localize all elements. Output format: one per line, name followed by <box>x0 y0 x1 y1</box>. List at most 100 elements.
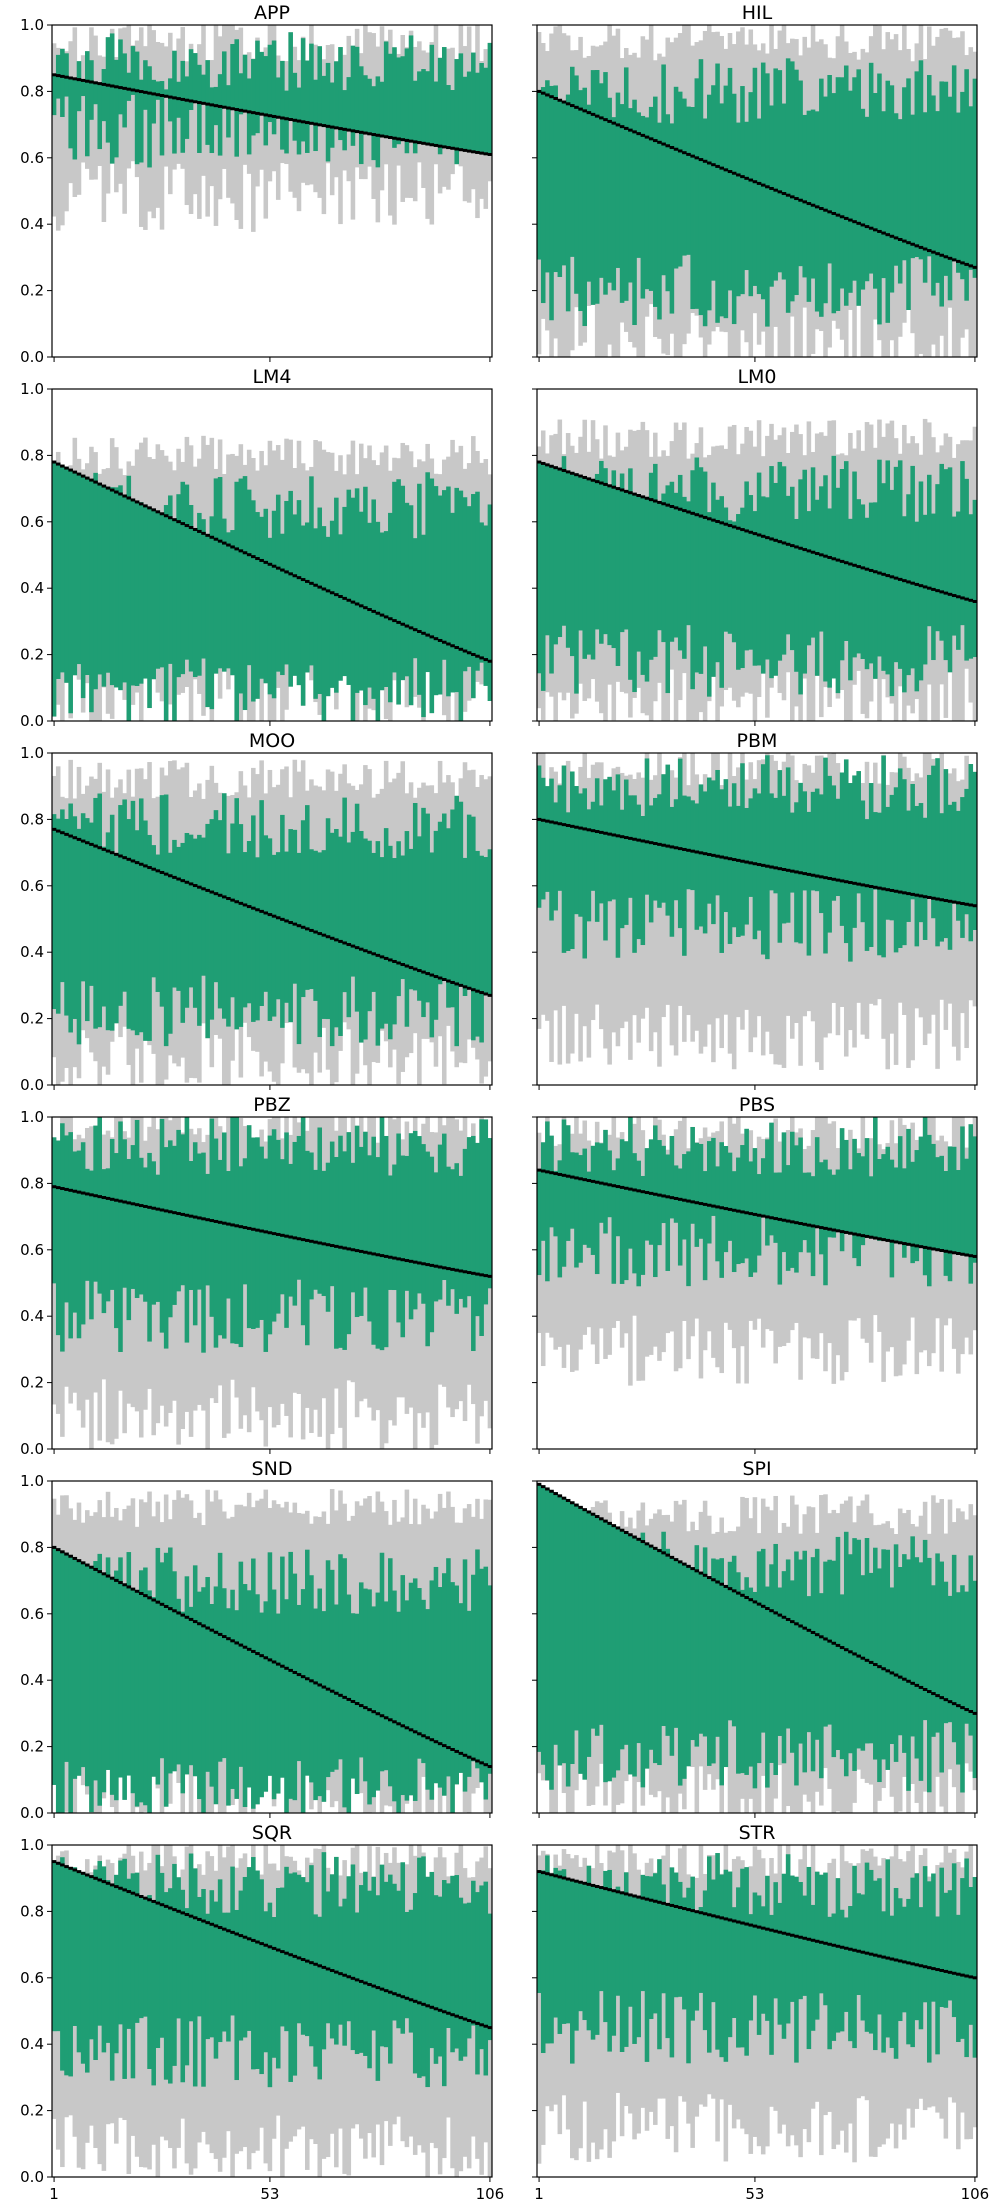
inner-bar <box>897 1567 903 1736</box>
median-point <box>400 622 406 626</box>
inner-bar <box>446 1883 451 2029</box>
median-point <box>848 881 853 885</box>
outer-bar <box>540 1142 546 1367</box>
median-point <box>109 851 115 855</box>
inner-bar <box>184 1117 190 1343</box>
median-point <box>615 487 621 491</box>
inner-bar <box>168 852 173 1034</box>
inner-bar <box>404 1600 410 1801</box>
inner-bar <box>545 1121 550 1282</box>
inner-bar <box>553 1170 558 1237</box>
inner-bar <box>964 788 969 915</box>
inner-bar <box>89 1876 94 2040</box>
median-point <box>727 857 733 861</box>
inner-bar <box>184 76 190 139</box>
median-point <box>873 1236 878 1240</box>
inner-bar <box>483 1566 489 1800</box>
median-point <box>300 925 306 929</box>
median-point <box>284 1234 289 1238</box>
median-point <box>275 566 281 570</box>
inner-bar <box>275 1613 281 1794</box>
median-point <box>155 1901 161 1905</box>
inner-bar <box>731 521 737 643</box>
inner-bar <box>155 511 161 669</box>
median-point <box>284 570 289 574</box>
median-point <box>466 149 472 153</box>
median-point <box>972 904 978 908</box>
median-point <box>421 141 426 145</box>
median-point <box>914 893 920 897</box>
median-point <box>147 1596 152 1600</box>
inner-bar <box>972 499 978 658</box>
median-point <box>68 468 73 472</box>
median-point <box>163 872 169 876</box>
median-point <box>425 2004 430 2008</box>
median-point <box>454 1268 459 1272</box>
inner-bar <box>918 803 924 923</box>
inner-bar <box>881 1549 886 1760</box>
inner-range-bars <box>536 755 978 962</box>
inner-bar <box>578 1507 583 1774</box>
median-point <box>839 559 845 563</box>
median-point <box>810 203 816 207</box>
median-point <box>217 1220 223 1224</box>
median-point <box>736 1920 741 1924</box>
median-point <box>690 849 695 853</box>
median-point <box>371 952 376 956</box>
inner-bar <box>877 1568 882 1783</box>
median-point <box>292 1670 298 1674</box>
median-point <box>85 79 90 83</box>
median-point <box>433 2007 439 2011</box>
median-point <box>284 117 289 121</box>
median-point <box>412 140 418 144</box>
outer-bar <box>648 1139 654 1355</box>
median-point <box>433 637 439 641</box>
median-point <box>151 92 156 96</box>
median-point <box>180 879 186 883</box>
inner-bar <box>80 476 86 699</box>
median-point <box>275 115 281 119</box>
median-point <box>487 1274 493 1278</box>
median-point <box>760 1926 766 1930</box>
inner-bar <box>586 104 592 282</box>
inner-bar <box>881 111 886 279</box>
inner-bar <box>540 1486 546 1765</box>
inner-bar <box>367 78 372 134</box>
outer-bar <box>910 781 915 1061</box>
median-point <box>889 1957 895 1961</box>
median-point <box>648 137 654 141</box>
inner-bar <box>698 1573 704 1734</box>
inner-bar <box>798 1559 803 1744</box>
inner-bar <box>417 1857 422 2078</box>
median-point <box>864 884 870 888</box>
median-point <box>694 1910 700 1914</box>
inner-bar <box>657 122 662 320</box>
median-point <box>267 1231 273 1235</box>
inner-bar <box>109 814 115 1031</box>
inner-bar <box>172 1145 177 1305</box>
median-point <box>669 505 675 508</box>
median-point <box>367 608 372 612</box>
median-point <box>246 553 252 557</box>
median-point <box>823 876 828 880</box>
median-point <box>421 970 426 974</box>
median-point <box>951 900 957 904</box>
inner-bar <box>603 72 608 295</box>
outer-bar <box>814 1117 820 1359</box>
inner-bar <box>134 830 140 1036</box>
median-point <box>392 959 397 963</box>
inner-bar <box>155 81 161 100</box>
inner-bar <box>586 1511 592 1757</box>
inner-bar <box>417 483 422 695</box>
median-point <box>350 1976 356 1980</box>
inner-bar <box>122 1858 127 2079</box>
median-point <box>358 1979 364 1983</box>
median-point <box>184 524 190 528</box>
outer-bar <box>599 1142 604 1329</box>
median-point <box>669 845 675 849</box>
median-point <box>715 854 720 858</box>
outer-bar <box>151 30 156 219</box>
outer-bar <box>76 61 82 195</box>
inner-bar <box>557 1160 563 1278</box>
inner-bar <box>553 1493 558 1745</box>
